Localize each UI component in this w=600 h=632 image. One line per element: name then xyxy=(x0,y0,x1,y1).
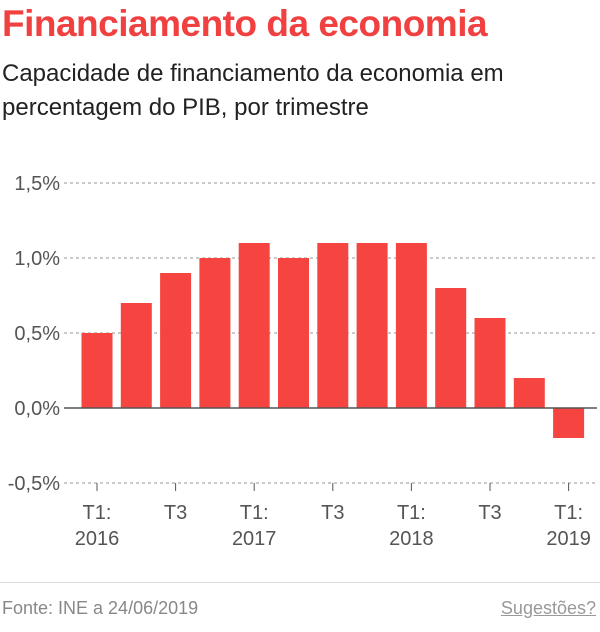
bar-chart: 1,5% 1,0% 0,5% 0,0% -0,5% T1: 2016 T3 T1: 2017 T3… xyxy=(8,173,597,550)
bar xyxy=(474,318,506,408)
x-tick-label: T1: xyxy=(397,502,426,524)
bars xyxy=(81,243,585,438)
axes xyxy=(64,407,597,491)
x-tick-labels: T1: 2016 T3 T1: 2017 T3 T1: 2018 T3 T1: 2019 xyxy=(75,502,591,550)
bar xyxy=(81,333,113,408)
footer-divider xyxy=(0,582,600,583)
bar xyxy=(278,258,309,408)
bar xyxy=(356,243,388,408)
x-tick-label: 2018 xyxy=(389,528,434,550)
bar xyxy=(199,258,231,408)
y-tick-label: 0,5% xyxy=(14,323,60,345)
bar xyxy=(238,243,270,408)
x-tick-label: T3 xyxy=(478,502,501,524)
bar xyxy=(435,288,467,408)
chart-title: Financiamento da economia xyxy=(2,3,488,44)
suggestions-link[interactable]: Sugestões? xyxy=(500,598,596,618)
y-tick-label: 0,0% xyxy=(14,398,60,420)
chart-subtitle: Capacidade de financiamento da economia … xyxy=(2,60,504,121)
x-tick-label: 2019 xyxy=(546,528,591,550)
bar xyxy=(120,303,152,408)
bar xyxy=(317,243,349,408)
bar xyxy=(160,273,192,408)
source-note: Fonte: INE a 24/06/2019 xyxy=(2,598,199,618)
bar xyxy=(513,378,545,408)
x-tick-label: T1: xyxy=(240,502,269,524)
y-tick-labels: 1,5% 1,0% 0,5% 0,0% -0,5% xyxy=(8,173,60,495)
bar xyxy=(553,408,585,438)
y-tick-label: -0,5% xyxy=(8,473,60,495)
x-tick-label: T1: xyxy=(554,502,583,524)
y-tick-label: 1,0% xyxy=(14,248,60,270)
x-tick-label: 2017 xyxy=(232,528,277,550)
x-tick-label: T3 xyxy=(164,502,187,524)
bar xyxy=(395,243,427,408)
x-tick-label: 2016 xyxy=(75,528,120,550)
x-tick-label: T1: xyxy=(83,502,112,524)
x-tick-label: T3 xyxy=(321,502,344,524)
y-tick-label: 1,5% xyxy=(14,173,60,195)
